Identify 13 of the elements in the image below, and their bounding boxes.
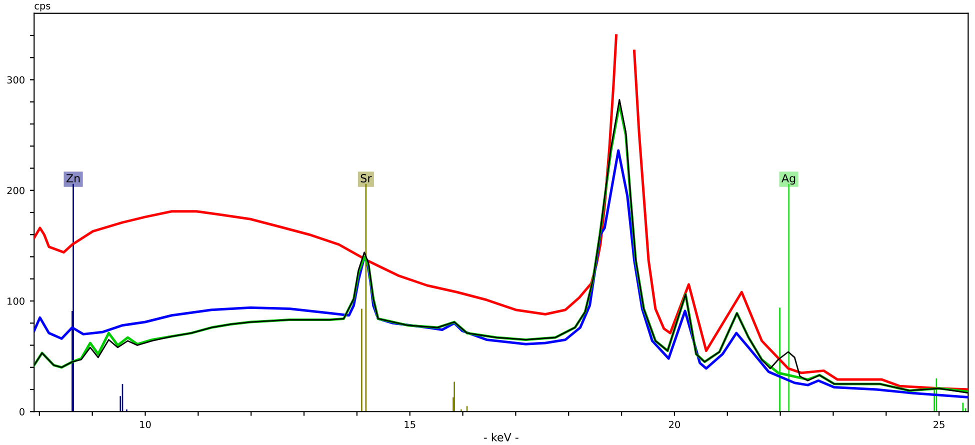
y-axis-title: cps — [34, 4, 50, 12]
y-tick-label: 0 — [20, 408, 24, 416]
ref-line-label: Zn — [66, 174, 80, 182]
x-tick-label: 10 — [140, 420, 151, 428]
y-tick-label: 200 — [7, 186, 24, 194]
x-axis-title: - keV - — [484, 432, 518, 442]
y-tick-label: 300 — [7, 76, 24, 84]
ref-line-label: Sr — [360, 174, 372, 182]
y-tick-label: 100 — [8, 297, 24, 305]
ref-line-label: Ag — [782, 174, 796, 185]
x-tick-label: 25 — [934, 420, 944, 428]
x-tick-label: 20 — [668, 420, 680, 428]
x-tick-label: 15 — [404, 420, 416, 428]
